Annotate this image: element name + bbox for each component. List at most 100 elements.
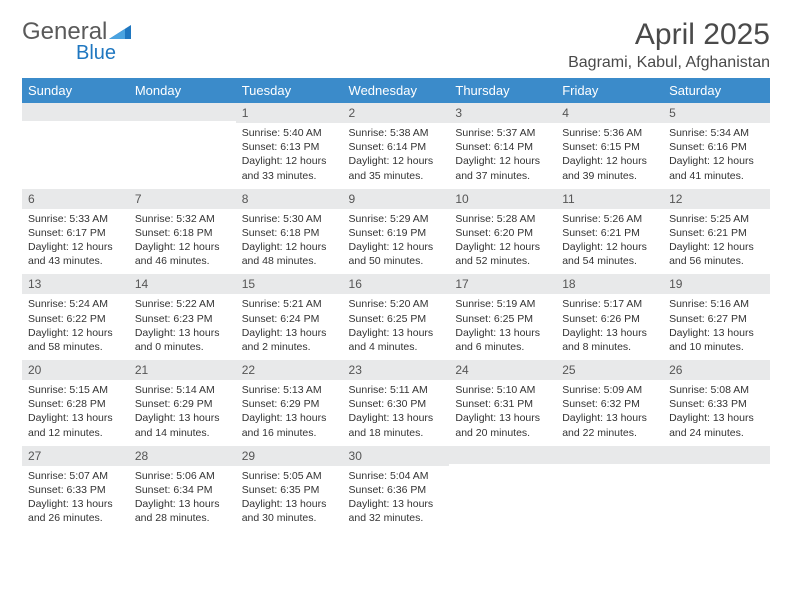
day-number: 21 xyxy=(129,360,236,380)
day-text: Sunrise: 5:08 AM Sunset: 6:33 PM Dayligh… xyxy=(663,380,770,446)
day-cell xyxy=(22,103,129,189)
day-text xyxy=(663,464,770,522)
day-number: 12 xyxy=(663,189,770,209)
day-text: Sunrise: 5:25 AM Sunset: 6:21 PM Dayligh… xyxy=(663,209,770,275)
day-number: 5 xyxy=(663,103,770,123)
day-number: 19 xyxy=(663,274,770,294)
day-text: Sunrise: 5:26 AM Sunset: 6:21 PM Dayligh… xyxy=(556,209,663,275)
day-text: Sunrise: 5:14 AM Sunset: 6:29 PM Dayligh… xyxy=(129,380,236,446)
day-cell: 10Sunrise: 5:28 AM Sunset: 6:20 PM Dayli… xyxy=(449,189,556,275)
day-cell: 8Sunrise: 5:30 AM Sunset: 6:18 PM Daylig… xyxy=(236,189,343,275)
day-number: 20 xyxy=(22,360,129,380)
day-text: Sunrise: 5:15 AM Sunset: 6:28 PM Dayligh… xyxy=(22,380,129,446)
day-cell: 24Sunrise: 5:10 AM Sunset: 6:31 PM Dayli… xyxy=(449,360,556,446)
day-text: Sunrise: 5:37 AM Sunset: 6:14 PM Dayligh… xyxy=(449,123,556,189)
day-cell: 30Sunrise: 5:04 AM Sunset: 6:36 PM Dayli… xyxy=(343,446,450,532)
title-block: April 2025 Bagrami, Kabul, Afghanistan xyxy=(568,18,770,72)
day-text: Sunrise: 5:30 AM Sunset: 6:18 PM Dayligh… xyxy=(236,209,343,275)
day-number: 6 xyxy=(22,189,129,209)
day-text: Sunrise: 5:24 AM Sunset: 6:22 PM Dayligh… xyxy=(22,294,129,360)
day-text: Sunrise: 5:32 AM Sunset: 6:18 PM Dayligh… xyxy=(129,209,236,275)
day-cell: 17Sunrise: 5:19 AM Sunset: 6:25 PM Dayli… xyxy=(449,274,556,360)
day-text: Sunrise: 5:05 AM Sunset: 6:35 PM Dayligh… xyxy=(236,466,343,532)
day-cell: 18Sunrise: 5:17 AM Sunset: 6:26 PM Dayli… xyxy=(556,274,663,360)
month-title: April 2025 xyxy=(568,18,770,52)
day-text xyxy=(556,464,663,522)
day-number: 17 xyxy=(449,274,556,294)
day-text: Sunrise: 5:09 AM Sunset: 6:32 PM Dayligh… xyxy=(556,380,663,446)
day-cell xyxy=(663,446,770,532)
day-number: 30 xyxy=(343,446,450,466)
day-number: 1 xyxy=(236,103,343,123)
day-number: 7 xyxy=(129,189,236,209)
day-cell: 28Sunrise: 5:06 AM Sunset: 6:34 PM Dayli… xyxy=(129,446,236,532)
day-cell: 7Sunrise: 5:32 AM Sunset: 6:18 PM Daylig… xyxy=(129,189,236,275)
day-number: 3 xyxy=(449,103,556,123)
day-text xyxy=(129,121,236,179)
weekday-header: Monday xyxy=(129,78,236,103)
calendar-body: 1Sunrise: 5:40 AM Sunset: 6:13 PM Daylig… xyxy=(22,103,770,531)
weekday-header: Wednesday xyxy=(343,78,450,103)
day-number: 13 xyxy=(22,274,129,294)
day-cell: 19Sunrise: 5:16 AM Sunset: 6:27 PM Dayli… xyxy=(663,274,770,360)
weekday-header: Saturday xyxy=(663,78,770,103)
day-number: 24 xyxy=(449,360,556,380)
day-text xyxy=(22,121,129,179)
day-text: Sunrise: 5:34 AM Sunset: 6:16 PM Dayligh… xyxy=(663,123,770,189)
day-cell: 26Sunrise: 5:08 AM Sunset: 6:33 PM Dayli… xyxy=(663,360,770,446)
day-number xyxy=(663,446,770,464)
day-cell: 6Sunrise: 5:33 AM Sunset: 6:17 PM Daylig… xyxy=(22,189,129,275)
day-text: Sunrise: 5:20 AM Sunset: 6:25 PM Dayligh… xyxy=(343,294,450,360)
day-cell: 1Sunrise: 5:40 AM Sunset: 6:13 PM Daylig… xyxy=(236,103,343,189)
header: General April 2025 Bagrami, Kabul, Afgha… xyxy=(22,18,770,72)
day-text: Sunrise: 5:36 AM Sunset: 6:15 PM Dayligh… xyxy=(556,123,663,189)
day-cell: 22Sunrise: 5:13 AM Sunset: 6:29 PM Dayli… xyxy=(236,360,343,446)
weekday-header: Friday xyxy=(556,78,663,103)
day-text: Sunrise: 5:19 AM Sunset: 6:25 PM Dayligh… xyxy=(449,294,556,360)
day-cell xyxy=(449,446,556,532)
day-text: Sunrise: 5:17 AM Sunset: 6:26 PM Dayligh… xyxy=(556,294,663,360)
day-number: 18 xyxy=(556,274,663,294)
day-cell: 13Sunrise: 5:24 AM Sunset: 6:22 PM Dayli… xyxy=(22,274,129,360)
day-text: Sunrise: 5:38 AM Sunset: 6:14 PM Dayligh… xyxy=(343,123,450,189)
day-cell: 27Sunrise: 5:07 AM Sunset: 6:33 PM Dayli… xyxy=(22,446,129,532)
day-cell: 20Sunrise: 5:15 AM Sunset: 6:28 PM Dayli… xyxy=(22,360,129,446)
weekday-header: Tuesday xyxy=(236,78,343,103)
day-cell: 29Sunrise: 5:05 AM Sunset: 6:35 PM Dayli… xyxy=(236,446,343,532)
day-number xyxy=(449,446,556,464)
day-number: 4 xyxy=(556,103,663,123)
day-number: 16 xyxy=(343,274,450,294)
day-number: 29 xyxy=(236,446,343,466)
day-cell: 16Sunrise: 5:20 AM Sunset: 6:25 PM Dayli… xyxy=(343,274,450,360)
day-text xyxy=(449,464,556,522)
day-number: 27 xyxy=(22,446,129,466)
day-cell: 9Sunrise: 5:29 AM Sunset: 6:19 PM Daylig… xyxy=(343,189,450,275)
day-number: 15 xyxy=(236,274,343,294)
day-number: 14 xyxy=(129,274,236,294)
day-number xyxy=(129,103,236,121)
day-text: Sunrise: 5:11 AM Sunset: 6:30 PM Dayligh… xyxy=(343,380,450,446)
day-cell: 15Sunrise: 5:21 AM Sunset: 6:24 PM Dayli… xyxy=(236,274,343,360)
day-cell: 4Sunrise: 5:36 AM Sunset: 6:15 PM Daylig… xyxy=(556,103,663,189)
day-text: Sunrise: 5:16 AM Sunset: 6:27 PM Dayligh… xyxy=(663,294,770,360)
week-row: 1Sunrise: 5:40 AM Sunset: 6:13 PM Daylig… xyxy=(22,103,770,189)
day-text: Sunrise: 5:40 AM Sunset: 6:13 PM Dayligh… xyxy=(236,123,343,189)
day-text: Sunrise: 5:07 AM Sunset: 6:33 PM Dayligh… xyxy=(22,466,129,532)
day-cell: 2Sunrise: 5:38 AM Sunset: 6:14 PM Daylig… xyxy=(343,103,450,189)
logo-line2: Blue xyxy=(22,42,116,65)
weekday-header: Thursday xyxy=(449,78,556,103)
week-row: 6Sunrise: 5:33 AM Sunset: 6:17 PM Daylig… xyxy=(22,189,770,275)
day-text: Sunrise: 5:29 AM Sunset: 6:19 PM Dayligh… xyxy=(343,209,450,275)
calendar-page: General April 2025 Bagrami, Kabul, Afgha… xyxy=(0,0,792,541)
day-text: Sunrise: 5:21 AM Sunset: 6:24 PM Dayligh… xyxy=(236,294,343,360)
day-cell: 25Sunrise: 5:09 AM Sunset: 6:32 PM Dayli… xyxy=(556,360,663,446)
week-row: 13Sunrise: 5:24 AM Sunset: 6:22 PM Dayli… xyxy=(22,274,770,360)
day-text: Sunrise: 5:06 AM Sunset: 6:34 PM Dayligh… xyxy=(129,466,236,532)
day-text: Sunrise: 5:13 AM Sunset: 6:29 PM Dayligh… xyxy=(236,380,343,446)
day-number: 23 xyxy=(343,360,450,380)
day-cell: 23Sunrise: 5:11 AM Sunset: 6:30 PM Dayli… xyxy=(343,360,450,446)
day-number: 8 xyxy=(236,189,343,209)
day-number: 22 xyxy=(236,360,343,380)
day-number: 28 xyxy=(129,446,236,466)
day-text: Sunrise: 5:33 AM Sunset: 6:17 PM Dayligh… xyxy=(22,209,129,275)
